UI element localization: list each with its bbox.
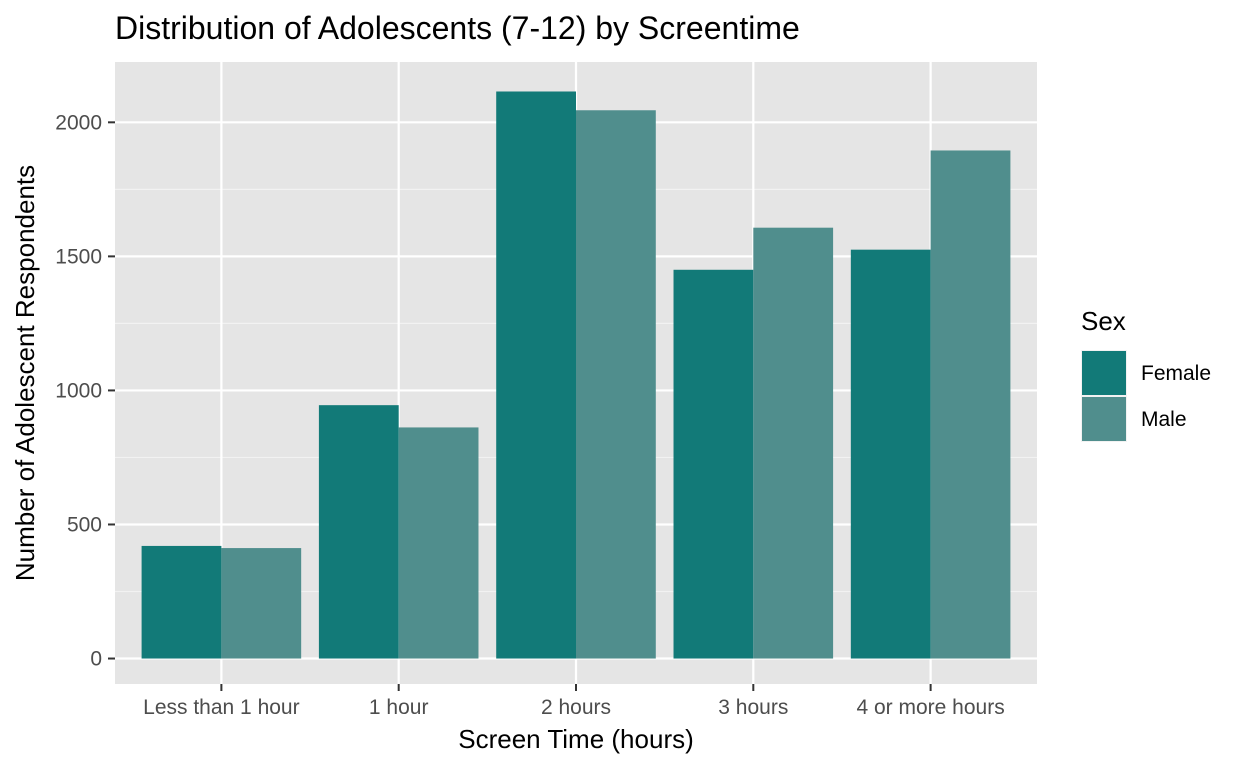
legend-swatch-male [1082, 397, 1126, 441]
y-tick-label: 1500 [55, 245, 102, 268]
bar-female-5 [850, 249, 931, 659]
bar-female-3 [496, 91, 576, 659]
y-tick-label: 1000 [55, 379, 102, 402]
legend-swatch-female [1082, 351, 1126, 395]
legend-label-male: Male [1141, 408, 1187, 431]
legend-items: Female Male [1081, 350, 1211, 442]
bar-male-4 [753, 227, 834, 659]
y-axis: 0 500 1000 1500 2000 [55, 111, 115, 671]
y-tick-label: 500 [67, 513, 102, 536]
bar-male-1 [221, 548, 302, 659]
x-tick-label: 2 hours [541, 696, 611, 719]
legend-label-female: Female [1141, 362, 1211, 385]
bar-male-3 [576, 110, 656, 659]
legend: Sex Female Male [1081, 306, 1211, 442]
x-tick-label: 1 hour [369, 696, 429, 719]
x-axis-title: Screen Time (hours) [458, 724, 694, 754]
legend-title: Sex [1081, 306, 1126, 336]
x-tick-label: 3 hours [718, 696, 788, 719]
x-tick-label: 4 or more hours [856, 696, 1004, 719]
bar-female-2 [318, 405, 399, 659]
bar-male-5 [930, 150, 1011, 659]
x-axis: Less than 1 hour 1 hour 2 hours 3 hours 4 or… [143, 684, 1005, 719]
bars [141, 91, 1011, 659]
y-tick-label: 0 [90, 648, 102, 671]
y-axis-title: Number of Adolescent Respondents [10, 165, 40, 581]
bar-female-4 [673, 269, 754, 659]
bar-female-1 [141, 545, 222, 659]
bar-male-2 [398, 427, 479, 659]
x-tick-label: Less than 1 hour [143, 696, 299, 719]
y-tick-label: 2000 [55, 111, 102, 134]
chart-title: Distribution of Adolescents (7-12) by Sc… [115, 10, 800, 46]
